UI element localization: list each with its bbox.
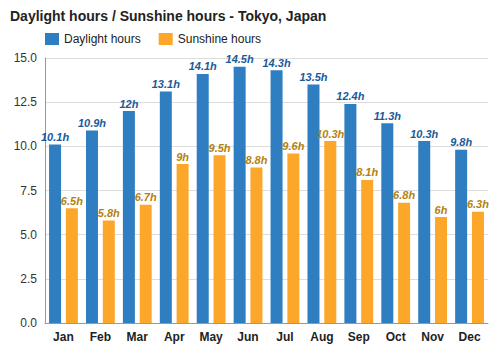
svg-text:Jul: Jul: [276, 330, 293, 344]
svg-text:Jun: Jun: [237, 330, 258, 344]
svg-text:Feb: Feb: [90, 330, 111, 344]
svg-text:Apr: Apr: [164, 330, 185, 344]
svg-text:13.5h: 13.5h: [299, 71, 327, 83]
svg-text:Daylight hours: Daylight hours: [64, 32, 141, 46]
svg-text:9h: 9h: [176, 151, 189, 163]
svg-text:14.5h: 14.5h: [226, 53, 254, 65]
svg-text:0.0: 0.0: [20, 316, 37, 330]
svg-text:May: May: [199, 330, 223, 344]
svg-text:6.5h: 6.5h: [61, 195, 83, 207]
svg-text:11.3h: 11.3h: [374, 110, 402, 122]
svg-text:Sep: Sep: [348, 330, 370, 344]
svg-text:14.1h: 14.1h: [189, 60, 217, 72]
svg-text:5.8h: 5.8h: [98, 207, 120, 219]
svg-text:7.5: 7.5: [20, 184, 37, 198]
svg-text:Jan: Jan: [53, 330, 74, 344]
svg-text:9.6h: 9.6h: [282, 140, 304, 152]
svg-text:6.8h: 6.8h: [393, 189, 415, 201]
svg-text:10.0: 10.0: [14, 139, 38, 153]
svg-text:10.1h: 10.1h: [41, 131, 69, 143]
svg-text:Sunshine hours: Sunshine hours: [178, 32, 261, 46]
svg-text:9.5h: 9.5h: [209, 142, 231, 154]
svg-text:Nov: Nov: [421, 330, 444, 344]
svg-text:13.1h: 13.1h: [152, 78, 180, 90]
svg-text:12.5: 12.5: [14, 95, 38, 109]
svg-text:10.9h: 10.9h: [78, 117, 106, 129]
svg-text:Aug: Aug: [310, 330, 333, 344]
svg-text:8.1h: 8.1h: [356, 166, 378, 178]
svg-text:5.0: 5.0: [20, 228, 37, 242]
svg-text:6.3h: 6.3h: [467, 198, 489, 210]
svg-text:9.8h: 9.8h: [450, 136, 472, 148]
svg-text:12.4h: 12.4h: [336, 90, 364, 102]
svg-text:6h: 6h: [435, 204, 448, 216]
svg-text:10.3h: 10.3h: [316, 128, 344, 140]
svg-text:Dec: Dec: [459, 330, 481, 344]
svg-text:Mar: Mar: [127, 330, 149, 344]
svg-text:2.5: 2.5: [20, 272, 37, 286]
svg-text:10.3h: 10.3h: [410, 128, 438, 140]
svg-text:12h: 12h: [119, 98, 138, 110]
svg-text:14.3h: 14.3h: [262, 57, 290, 69]
svg-text:6.7h: 6.7h: [135, 191, 157, 203]
svg-text:Daylight hours / Sunshine hour: Daylight hours / Sunshine hours - Tokyo,…: [10, 8, 326, 24]
svg-text:8.8h: 8.8h: [245, 154, 267, 166]
svg-text:Oct: Oct: [386, 330, 406, 344]
svg-text:15.0: 15.0: [14, 51, 38, 65]
